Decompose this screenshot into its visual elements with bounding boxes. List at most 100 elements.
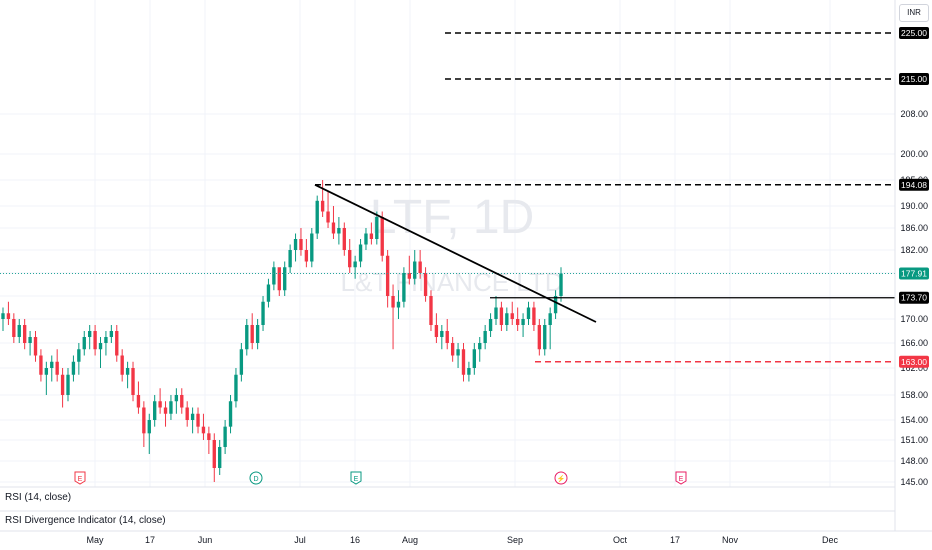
watermark-name: L&T FINANCE LTD — [341, 267, 564, 297]
price-tick: 190.00 — [900, 201, 928, 211]
candle-body — [331, 222, 336, 234]
price-tag-label: 173.70 — [901, 293, 927, 303]
candle-body — [472, 349, 476, 368]
price-tag-label: 215.00 — [901, 74, 927, 84]
candle-body — [553, 296, 558, 314]
price-tick: 151.00 — [900, 435, 928, 445]
time-tick: Dec — [822, 535, 839, 545]
event-marker[interactable]: E — [675, 471, 687, 485]
candle-body — [6, 313, 11, 319]
candle-body — [543, 325, 547, 350]
candle-body — [266, 284, 271, 302]
candle-body — [537, 325, 542, 350]
price-tick: 186.00 — [900, 223, 928, 233]
price-tag: 173.70 — [899, 291, 929, 304]
price-tick: 148.00 — [900, 456, 928, 466]
price-tag-bg — [899, 73, 929, 85]
event-marker[interactable]: E — [74, 471, 86, 485]
candle-body — [190, 413, 195, 420]
event-marker[interactable]: E — [350, 471, 362, 485]
candle-body — [358, 244, 363, 262]
candle-body — [142, 407, 146, 434]
event-marker-letter: E — [78, 476, 83, 483]
price-tick: 166.00 — [900, 338, 928, 348]
candle-body — [50, 361, 54, 368]
candle-body — [456, 349, 460, 356]
candle-body — [288, 250, 292, 268]
candle-body — [548, 313, 552, 325]
candle-body — [488, 319, 493, 331]
price-tick: 182.00 — [900, 245, 928, 255]
candle-body — [494, 307, 498, 319]
event-marker[interactable]: D — [249, 471, 263, 485]
candle-body — [131, 368, 135, 395]
candle-body — [109, 331, 114, 337]
candle-body — [391, 296, 395, 308]
candle-body — [71, 361, 76, 375]
candle-body — [396, 301, 401, 308]
price-tag: 194.08 — [899, 178, 929, 191]
candle-body — [461, 349, 466, 375]
candle-body — [559, 273, 563, 296]
candle-body — [174, 395, 179, 402]
candle-body — [234, 374, 238, 402]
price-tag: 215.00 — [899, 73, 929, 85]
candle-body — [163, 407, 168, 414]
candle-body — [413, 261, 417, 279]
price-tag: 177.91 — [899, 267, 929, 280]
candle-body — [445, 331, 449, 343]
candle-body — [180, 395, 184, 408]
candle-body — [207, 433, 211, 440]
candle-body — [136, 395, 141, 408]
price-tag-bg — [899, 27, 929, 39]
candle-body — [505, 313, 509, 325]
event-marker-shape — [554, 471, 568, 485]
price-tags: 225.00 215.00 194.08 177.91 173.70 163.00 — [899, 27, 929, 368]
price-tick: 154.00 — [900, 415, 928, 425]
candle-body — [418, 261, 422, 273]
candle-body — [255, 325, 260, 343]
candle-body — [326, 211, 330, 223]
currency-badge[interactable]: INR — [899, 4, 929, 22]
candle-body — [82, 337, 86, 350]
candle-body — [261, 301, 265, 325]
candle-body — [153, 401, 157, 420]
price-tag-label: 177.91 — [901, 269, 927, 279]
price-tick: 208.00 — [900, 109, 928, 119]
candle-body — [423, 273, 428, 296]
candle-body — [272, 267, 276, 285]
candle-body — [158, 401, 162, 408]
candle-body — [17, 325, 21, 337]
price-tag-label: 163.00 — [901, 357, 927, 367]
candle-body — [12, 319, 16, 337]
candle-body — [320, 200, 325, 212]
horizontal-levels[interactable] — [0, 32, 895, 363]
event-marker[interactable]: ⚡ — [554, 471, 568, 485]
rsi-label[interactable]: RSI (14, close) — [5, 492, 72, 503]
candle-body — [375, 217, 379, 239]
candle-body — [310, 233, 314, 262]
candle-body — [348, 250, 352, 268]
candle-body — [277, 267, 281, 291]
rsi-divergence-label[interactable]: RSI Divergence Indicator (14, close) — [5, 515, 166, 526]
candle-body — [104, 337, 108, 343]
candle-body — [467, 368, 471, 375]
event-markers[interactable]: E D E ⚡ E — [74, 471, 687, 485]
time-tick: Jun — [198, 535, 213, 545]
candle-body — [532, 307, 536, 325]
candle-body — [169, 401, 173, 414]
watermark-symbol: LTF, 1D — [370, 191, 534, 244]
candle-body — [55, 361, 59, 375]
candle-body — [250, 325, 254, 343]
time-axis[interactable]: May 17 Jun Jul 16 Aug Sep Oct 17 Nov Dec — [86, 535, 838, 545]
candle-body — [147, 420, 151, 434]
candle-body — [385, 255, 390, 296]
time-tick: 17 — [670, 535, 680, 545]
candle-body — [483, 331, 487, 343]
price-tick: 158.00 — [900, 390, 928, 400]
candle-body — [245, 325, 249, 350]
price-tag-label: 225.00 — [901, 28, 927, 38]
candle-body — [364, 233, 368, 245]
trendline[interactable] — [314, 183, 597, 323]
